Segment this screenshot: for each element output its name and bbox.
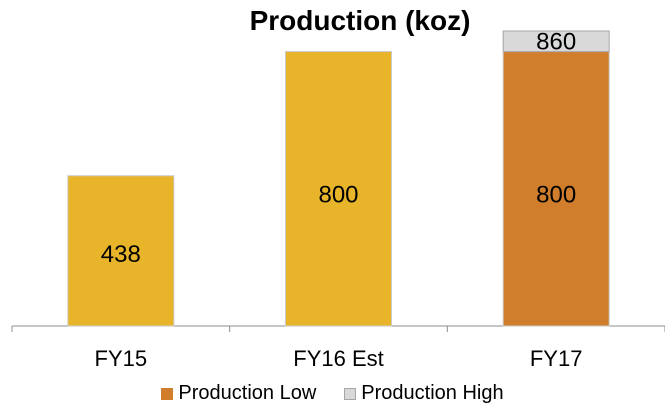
data-label-fy16-est: 800 bbox=[318, 181, 358, 208]
legend-label-production-low: Production Low bbox=[178, 382, 317, 404]
chart-title: Production (koz) bbox=[249, 5, 471, 36]
data-label-fy17-high: 860 bbox=[536, 28, 576, 55]
legend-swatch-production-high bbox=[344, 387, 357, 400]
x-tick-label-fy17: FY17 bbox=[530, 346, 583, 371]
x-tick-label-fy16-est: FY16 Est bbox=[293, 346, 383, 371]
legend: Production Low Production High bbox=[0, 382, 665, 405]
x-tick-label-fy15: FY15 bbox=[95, 346, 148, 371]
legend-item-production-low: Production Low bbox=[161, 382, 316, 405]
bar-fy17 bbox=[502, 51, 610, 327]
bar-fy16-est bbox=[285, 51, 392, 327]
bar-fy17-high bbox=[502, 30, 610, 53]
data-label-fy15: 438 bbox=[101, 241, 141, 268]
legend-swatch-production-low bbox=[161, 387, 174, 400]
data-label-fy17: 800 bbox=[536, 181, 576, 208]
legend-label-production-high: Production High bbox=[361, 382, 504, 404]
bar-fy15 bbox=[67, 175, 175, 327]
legend-item-production-high: Production High bbox=[344, 382, 504, 405]
